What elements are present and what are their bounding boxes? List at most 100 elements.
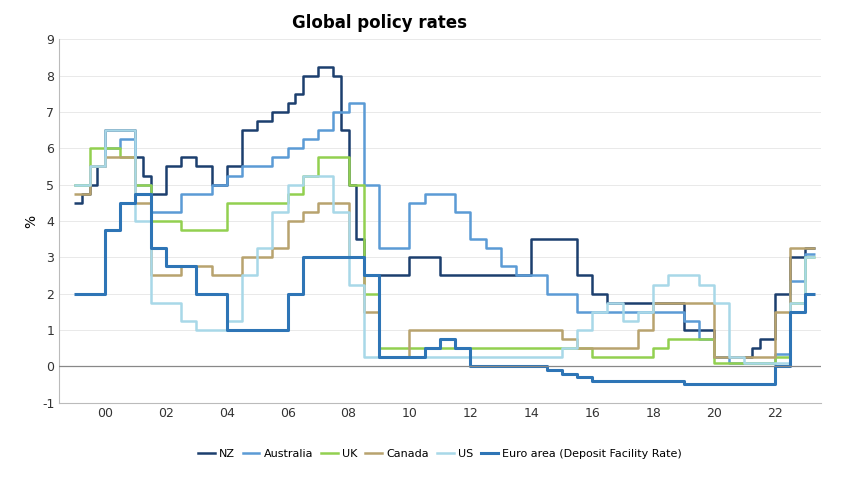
Euro area (Deposit Facility Rate) <box>374 355 384 360</box>
Y-axis label: %: % <box>24 215 38 227</box>
Euro area (Deposit Facility Rate) <box>450 345 460 351</box>
UK <box>389 345 399 351</box>
Australia <box>313 127 323 133</box>
UK <box>511 345 521 351</box>
UK <box>770 355 780 360</box>
Euro area (Deposit Facility Rate) <box>328 254 338 260</box>
Australia <box>298 136 308 142</box>
UK <box>130 182 140 188</box>
NZ <box>206 182 217 188</box>
Canada <box>709 355 719 360</box>
US <box>618 318 628 324</box>
US <box>633 309 643 315</box>
Euro area (Deposit Facility Rate) <box>800 291 810 297</box>
UK <box>328 154 338 160</box>
Euro area (Deposit Facility Rate) <box>785 309 795 315</box>
Australia <box>146 209 156 215</box>
UK <box>176 227 186 233</box>
Canada <box>633 327 643 333</box>
UK <box>146 218 156 224</box>
Canada <box>298 209 308 215</box>
US <box>496 355 506 360</box>
Euro area (Deposit Facility Rate) <box>648 378 658 384</box>
US <box>283 182 293 188</box>
UK <box>283 191 293 196</box>
Canada <box>587 345 597 351</box>
Canada <box>450 327 460 333</box>
Euro area (Deposit Facility Rate) <box>283 291 293 297</box>
Australia <box>435 191 445 196</box>
US <box>130 218 140 224</box>
Canada <box>541 327 552 333</box>
US <box>267 209 277 215</box>
Euro area (Deposit Facility Rate) <box>678 382 689 387</box>
UK <box>161 218 171 224</box>
Canada <box>511 327 521 333</box>
Canada <box>85 164 95 169</box>
Title: Global policy rates: Global policy rates <box>292 14 466 32</box>
Canada <box>618 345 628 351</box>
Euro area (Deposit Facility Rate) <box>206 291 217 297</box>
US <box>450 355 460 360</box>
US <box>709 300 719 305</box>
Canada <box>374 355 384 360</box>
US <box>404 355 415 360</box>
US <box>298 172 308 178</box>
UK <box>800 254 810 260</box>
UK <box>724 360 734 366</box>
Australia <box>557 291 567 297</box>
Canada <box>663 300 673 305</box>
US <box>146 300 156 305</box>
US <box>222 318 232 324</box>
Australia <box>191 191 201 196</box>
US <box>389 355 399 360</box>
Australia <box>663 309 673 315</box>
Australia <box>130 182 140 188</box>
Australia <box>161 209 171 215</box>
Euro area (Deposit Facility Rate) <box>298 254 308 260</box>
US <box>755 360 765 366</box>
UK <box>633 355 643 360</box>
UK <box>100 145 110 151</box>
UK <box>694 336 704 342</box>
UK <box>450 345 460 351</box>
US <box>206 327 217 333</box>
Euro area (Deposit Facility Rate) <box>572 374 582 380</box>
NZ <box>810 246 820 251</box>
UK <box>526 345 536 351</box>
UK <box>374 345 384 351</box>
US <box>511 355 521 360</box>
Australia <box>69 182 80 188</box>
Canada <box>648 300 658 305</box>
Canada <box>770 309 780 315</box>
US <box>724 355 734 360</box>
Australia <box>724 360 734 366</box>
Australia <box>709 355 719 360</box>
Australia <box>526 273 536 278</box>
US <box>587 309 597 315</box>
Australia <box>328 109 338 115</box>
Euro area (Deposit Facility Rate) <box>739 382 750 387</box>
Australia <box>755 360 765 366</box>
Australia <box>678 318 689 324</box>
UK <box>755 360 765 366</box>
Euro area (Deposit Facility Rate) <box>663 378 673 384</box>
Euro area (Deposit Facility Rate) <box>724 382 734 387</box>
US <box>115 127 125 133</box>
Legend: NZ, Australia, UK, Canada, US, Euro area (Deposit Facility Rate): NZ, Australia, UK, Canada, US, Euro area… <box>194 444 686 464</box>
US <box>69 182 80 188</box>
US <box>663 273 673 278</box>
US <box>100 127 110 133</box>
US <box>374 355 384 360</box>
Australia <box>602 309 613 315</box>
US <box>810 254 820 260</box>
Euro area (Deposit Facility Rate) <box>85 291 95 297</box>
UK <box>739 360 750 366</box>
Canada <box>146 273 156 278</box>
UK <box>810 254 820 260</box>
Canada <box>359 309 369 315</box>
US <box>557 345 567 351</box>
Canada <box>222 273 232 278</box>
Canada <box>252 254 262 260</box>
US <box>678 273 689 278</box>
